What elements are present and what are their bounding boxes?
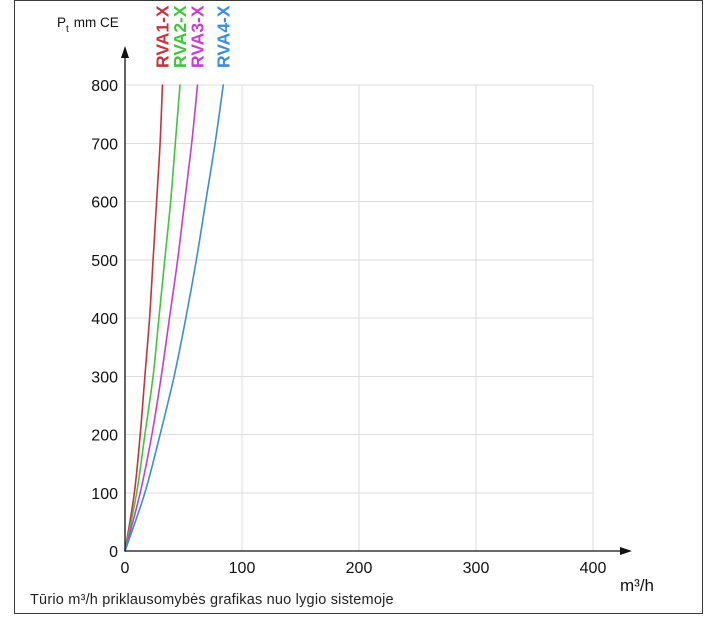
- y-tick-label: 300: [91, 369, 118, 386]
- series-label-rva1-x: RVA1-X: [152, 5, 172, 68]
- gridlines: [125, 84, 594, 551]
- series-line-rva1-x: [124, 84, 164, 552]
- x-tick-label: 100: [229, 560, 256, 577]
- y-axis-arrow: [121, 46, 129, 58]
- y-tick-labels: 0 100 200 300 400 500 600 700 800: [91, 78, 118, 561]
- x-tick-label: 200: [346, 560, 373, 577]
- series-lines: [124, 84, 225, 552]
- y-axis-label: Pt mm CE: [57, 15, 119, 35]
- chart-caption: Tūrio m³/h priklausomybės grafikas nuo l…: [30, 592, 394, 608]
- y-tick-label: 600: [91, 195, 118, 212]
- y-tick-label: 100: [91, 486, 118, 503]
- x-tick-label: 400: [580, 560, 607, 577]
- series-label-rva4-x: RVA4-X: [213, 5, 233, 68]
- y-tick-label: 200: [91, 428, 118, 445]
- series-line-rva3-x: [124, 84, 199, 552]
- x-tick-labels: 0 100 200 300 400: [121, 560, 607, 577]
- series-label-rva2-x: RVA2-X: [170, 5, 190, 68]
- chart-frame: [14, 0, 703, 614]
- y-axis-label-subscript: t: [66, 24, 69, 35]
- x-tick-label: 300: [463, 560, 490, 577]
- series-line-rva2-x: [124, 84, 181, 552]
- x-axis-arrow: [620, 547, 632, 555]
- y-axis-label-unit: mm CE: [74, 15, 119, 30]
- axes: [121, 46, 632, 555]
- x-tick-label: 0: [121, 560, 130, 577]
- y-tick-label: 400: [91, 311, 118, 328]
- series-line-rva4-x: [124, 84, 225, 552]
- x-axis-label: m³/h: [620, 576, 654, 595]
- y-tick-label: 500: [91, 253, 118, 270]
- y-tick-label: 800: [91, 78, 118, 95]
- series-label-rva3-x: RVA3-X: [188, 5, 208, 68]
- y-tick-label: 0: [109, 544, 118, 561]
- y-tick-label: 700: [91, 136, 118, 153]
- y-axis-label-symbol: P: [57, 15, 66, 30]
